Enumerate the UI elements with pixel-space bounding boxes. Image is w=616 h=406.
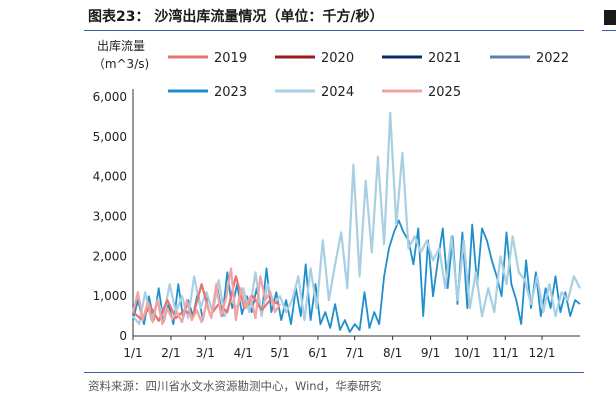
x-tick-label: 5/1 [270, 346, 289, 360]
series-line-2025 [131, 267, 281, 326]
legend-label-2022: 2022 [536, 51, 569, 66]
y-tick-label: 3,000 [93, 210, 127, 224]
y-tick-label: 0 [119, 329, 127, 343]
source-divider [84, 372, 584, 373]
legend-label-2019: 2019 [214, 51, 247, 66]
x-tick-label: 8/1 [383, 346, 402, 360]
x-tick-label: 11/1 [492, 346, 519, 360]
legend-label-2020: 2020 [321, 51, 354, 66]
x-tick-label: 4/1 [234, 346, 253, 360]
axes: 0 1,000 2,000 3,000 4,000 5,000 6,000 1/1 2/1 3/1… [93, 89, 580, 360]
y-axis-label-line-1: 出库流量 [96, 39, 145, 53]
adjacent-panel-edge [602, 6, 616, 406]
chart-title: 图表23： 沙湾出库流量情况（单位：千方/秒） [88, 6, 588, 28]
x-tick-label: 1/1 [123, 346, 142, 360]
y-tick-label: 1,000 [93, 289, 127, 303]
series-line-2024 [132, 111, 581, 326]
y-axis-label: 出库流量 （m^3/s) [86, 37, 156, 73]
y-tick-label: 5,000 [93, 130, 127, 144]
plot-area [131, 111, 581, 333]
legend-label-2021: 2021 [428, 51, 461, 66]
x-tick-label: 10/1 [454, 346, 481, 360]
series-line-2019 [132, 275, 280, 322]
y-tick-label: 4,000 [93, 170, 127, 184]
x-tick-label: 2/1 [161, 346, 180, 360]
adjacent-panel-divider [602, 30, 616, 31]
legend-label-2024: 2024 [321, 85, 354, 100]
x-tick-label: 6/1 [308, 346, 327, 360]
title-divider [84, 30, 584, 31]
legend-label-2025: 2025 [428, 85, 461, 100]
x-tick-label: 3/1 [196, 346, 215, 360]
y-tick-label: 6,000 [93, 90, 127, 104]
source-note: 资料来源：四川省水文水资源勘测中心，Wind，华泰研究 [88, 379, 382, 393]
legend-label-2023: 2023 [214, 85, 247, 100]
x-tick-label: 7/1 [345, 346, 364, 360]
y-axis-label-line-2: （m^3/s) [92, 57, 150, 71]
title-text: 图表23： 沙湾出库流量情况（单位：千方/秒） [88, 9, 384, 25]
x-tick-label: 12/1 [529, 346, 556, 360]
adjacent-panel-marker [604, 10, 616, 25]
legend: 2019 2020 2021 2022 2023 2024 2025 [168, 51, 569, 100]
y-tick-label: 2,000 [93, 249, 127, 263]
x-tick-label: 9/1 [421, 346, 440, 360]
